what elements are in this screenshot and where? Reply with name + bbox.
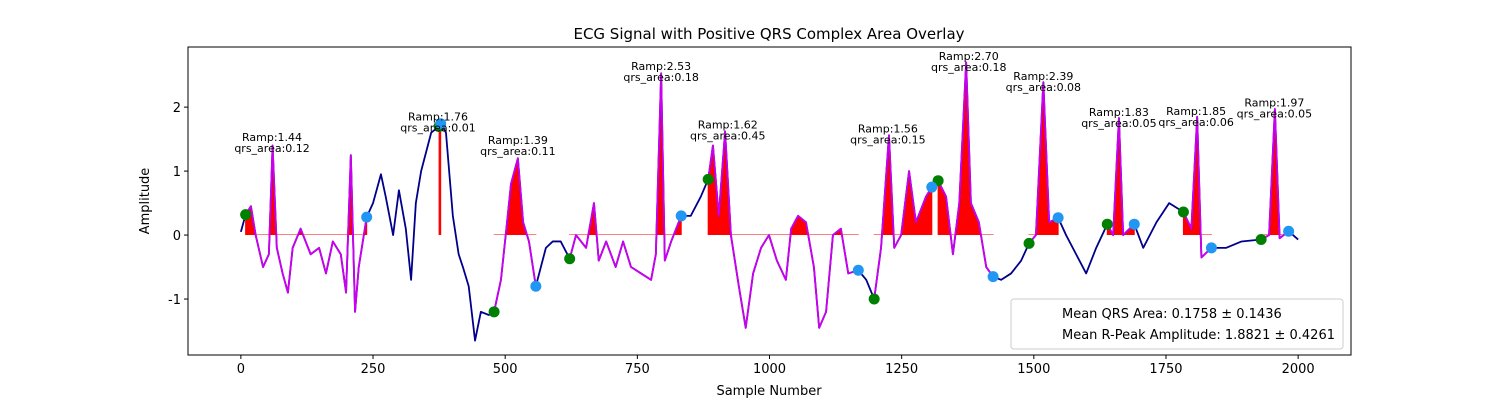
qrs-marker — [1177, 206, 1189, 218]
qrs-marker — [530, 280, 542, 292]
qrs-marker — [240, 209, 252, 221]
legend-text: Mean QRS Area: 0.1758 ± 0.1436 — [1062, 307, 1282, 322]
annotation-text: Ramp:1.97 — [1244, 96, 1304, 109]
y-tick-label: 0 — [173, 229, 181, 244]
annotation-text: qrs_area:0.18 — [931, 61, 1006, 74]
x-tick-label: 1500 — [1017, 362, 1050, 377]
x-tick-label: 1750 — [1149, 362, 1182, 377]
x-tick-label: 1000 — [753, 362, 786, 377]
annotation-text: Ramp:1.56 — [858, 122, 918, 135]
annotation-text: qrs_area:0.05 — [1237, 107, 1312, 120]
annotation-text: qrs_area:0.08 — [1006, 81, 1081, 94]
x-tick-label: 250 — [361, 362, 386, 377]
qrs-highlight — [1106, 117, 1135, 236]
annotation-text: qrs_area:0.18 — [623, 71, 698, 84]
annotation-text: Ramp:1.62 — [698, 119, 758, 132]
qrs-highlight — [568, 72, 683, 281]
x-axis-label: Sample Number — [716, 384, 822, 399]
qrs-marker — [852, 264, 864, 276]
qrs-area-fill — [438, 122, 442, 236]
qrs-marker — [926, 181, 938, 193]
x-tick-label: 500 — [493, 362, 518, 377]
qrs-marker — [564, 253, 576, 265]
qrs-marker — [488, 306, 500, 318]
annotation-text: qrs_area:0.05 — [1081, 117, 1156, 130]
annotation-text: Ramp:2.39 — [1013, 70, 1073, 83]
qrs-marker — [435, 118, 447, 130]
qrs-marker — [1052, 212, 1064, 224]
y-axis-label: Amplitude — [138, 168, 153, 235]
qrs-highlight — [493, 157, 537, 313]
qrs-marker — [702, 173, 714, 185]
annotation-text: qrs_area:0.12 — [234, 142, 309, 155]
annotation-text: Ramp:1.76 — [408, 110, 468, 123]
qrs-highlight — [873, 134, 933, 300]
qrs-marker — [1023, 237, 1035, 249]
qrs-marker — [1283, 225, 1295, 237]
annotation-text: qrs_area:0.15 — [850, 133, 925, 146]
qrs-marker — [361, 211, 373, 223]
y-tick-label: 1 — [173, 165, 181, 180]
legend-box — [1010, 298, 1344, 350]
annotation-text: Ramp:1.83 — [1089, 106, 1149, 119]
annotation-text: qrs_area:0.06 — [1158, 116, 1233, 129]
y-tick-label: -1 — [168, 293, 181, 308]
annotation-text: qrs_area:0.45 — [690, 130, 765, 143]
qrs-marker — [675, 210, 687, 222]
annotation-text: Ramp:1.44 — [242, 131, 302, 144]
annotation-text: Ramp:1.39 — [488, 134, 548, 147]
x-tick-label: 0 — [237, 362, 245, 377]
qrs-marker — [868, 293, 880, 305]
qrs-highlight — [244, 144, 368, 313]
x-tick-label: 750 — [625, 362, 650, 377]
y-tick-label: 2 — [173, 101, 181, 116]
qrs-area-fill — [493, 158, 537, 236]
annotation-text: qrs_area:0.01 — [400, 121, 475, 134]
plot-area — [239, 61, 1299, 342]
x-tick-label: 1250 — [885, 362, 918, 377]
annotation-text: Ramp:1.85 — [1166, 105, 1226, 118]
qrs-highlight — [707, 130, 859, 329]
legend-text: Mean R-Peak Amplitude: 1.8821 ± 0.4261 — [1062, 328, 1335, 343]
x-tick-label: 2000 — [1282, 362, 1315, 377]
qrs-marker — [1101, 218, 1113, 230]
qrs-area-fill — [937, 62, 994, 236]
annotation-text: Ramp:2.53 — [631, 60, 691, 73]
qrs-highlight — [1182, 115, 1213, 259]
annotation-text: Ramp:2.70 — [939, 50, 999, 63]
qrs-marker — [987, 271, 999, 283]
plot-frame — [187, 46, 1352, 356]
annotation-text: qrs_area:0.11 — [480, 145, 555, 158]
qrs-marker — [1128, 218, 1140, 230]
qrs-highlight — [1260, 108, 1290, 241]
qrs-marker — [1205, 242, 1217, 254]
qrs-highlight — [1028, 81, 1059, 244]
chart-title: ECG Signal with Positive QRS Complex Are… — [573, 25, 964, 43]
qrs-highlight — [937, 61, 994, 278]
qrs-marker — [1255, 234, 1267, 246]
